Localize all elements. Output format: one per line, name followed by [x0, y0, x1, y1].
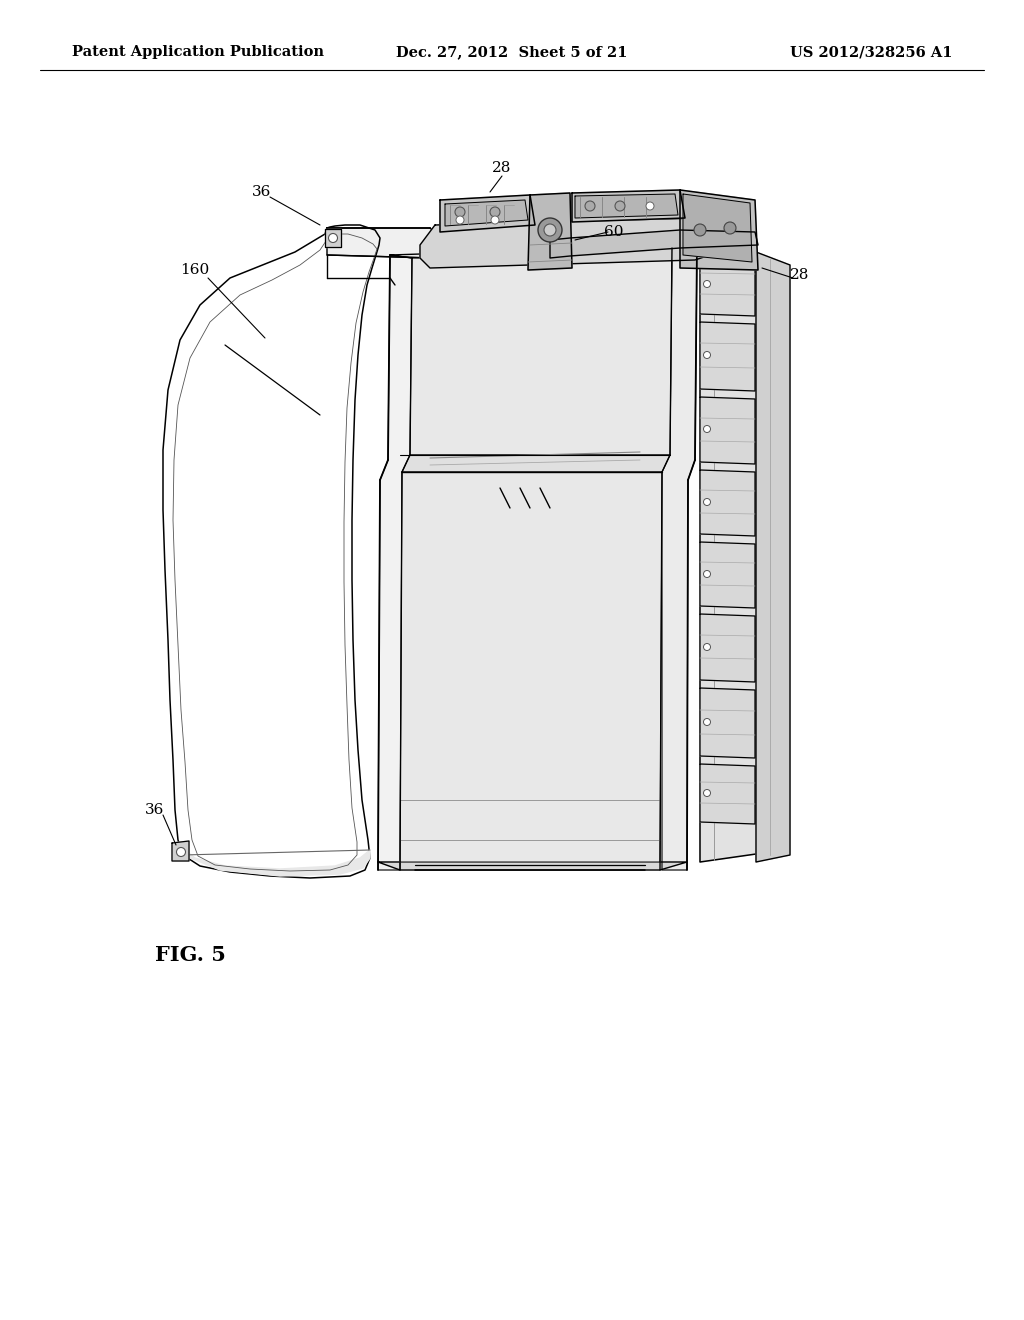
Polygon shape [700, 543, 755, 609]
Polygon shape [575, 194, 678, 218]
Polygon shape [445, 201, 528, 226]
Circle shape [703, 351, 711, 359]
Text: 28: 28 [791, 268, 810, 282]
Circle shape [176, 847, 185, 857]
Polygon shape [325, 228, 341, 247]
Circle shape [490, 216, 499, 224]
Circle shape [585, 201, 595, 211]
Circle shape [538, 218, 562, 242]
Polygon shape [327, 228, 435, 257]
Text: FIG. 5: FIG. 5 [155, 945, 226, 965]
Polygon shape [700, 614, 755, 682]
Polygon shape [572, 190, 685, 222]
Polygon shape [400, 473, 662, 862]
Polygon shape [172, 841, 189, 861]
Circle shape [703, 281, 711, 288]
Text: 60: 60 [604, 224, 624, 239]
Circle shape [703, 425, 711, 433]
Polygon shape [662, 246, 697, 870]
Polygon shape [378, 255, 412, 870]
Polygon shape [700, 248, 770, 862]
Polygon shape [550, 230, 758, 257]
Circle shape [703, 499, 711, 506]
Circle shape [724, 222, 736, 234]
Circle shape [615, 201, 625, 211]
Text: 36: 36 [145, 803, 165, 817]
Circle shape [544, 224, 556, 236]
Text: 160: 160 [180, 263, 210, 277]
Polygon shape [528, 193, 572, 271]
Circle shape [703, 644, 711, 651]
Circle shape [646, 202, 654, 210]
Circle shape [329, 234, 338, 243]
Circle shape [703, 718, 711, 726]
Polygon shape [378, 862, 687, 870]
Polygon shape [700, 764, 755, 824]
Polygon shape [680, 190, 758, 271]
Text: Dec. 27, 2012  Sheet 5 of 21: Dec. 27, 2012 Sheet 5 of 21 [396, 45, 628, 59]
Polygon shape [756, 252, 790, 862]
Polygon shape [410, 248, 672, 455]
Polygon shape [420, 218, 710, 268]
Polygon shape [700, 470, 755, 536]
Circle shape [703, 789, 711, 796]
Polygon shape [163, 224, 380, 878]
Text: Patent Application Publication: Patent Application Publication [72, 45, 324, 59]
Text: 28: 28 [493, 161, 512, 176]
Polygon shape [402, 455, 670, 473]
Polygon shape [390, 246, 697, 257]
Circle shape [694, 224, 706, 236]
Polygon shape [700, 322, 755, 391]
Polygon shape [440, 195, 535, 232]
Circle shape [703, 570, 711, 578]
Text: 36: 36 [252, 185, 271, 199]
Polygon shape [700, 688, 755, 758]
Polygon shape [683, 194, 752, 261]
Polygon shape [700, 253, 755, 315]
Polygon shape [183, 850, 370, 876]
Polygon shape [700, 397, 755, 465]
Circle shape [490, 207, 500, 216]
Circle shape [455, 207, 465, 216]
Circle shape [456, 216, 464, 224]
Text: US 2012/328256 A1: US 2012/328256 A1 [790, 45, 952, 59]
